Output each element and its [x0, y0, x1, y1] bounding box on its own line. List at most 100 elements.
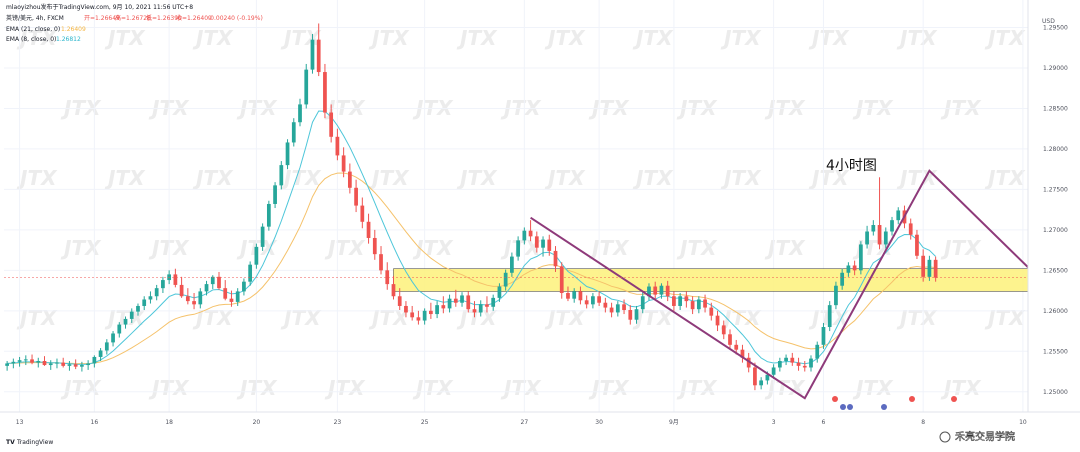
candle[interactable] [291, 118, 296, 147]
candle[interactable] [510, 252, 514, 277]
candle[interactable] [248, 261, 253, 286]
candle[interactable] [890, 216, 894, 236]
candle[interactable] [640, 292, 645, 314]
candle[interactable] [323, 63, 327, 119]
candle[interactable] [796, 357, 801, 371]
candle[interactable] [410, 305, 415, 321]
candle[interactable] [372, 229, 377, 260]
candle[interactable] [104, 339, 109, 355]
candle[interactable] [354, 179, 358, 213]
candle[interactable] [802, 361, 807, 372]
ema21-legend-label[interactable]: EMA (21, close, 0) [6, 26, 60, 33]
candle[interactable] [503, 269, 508, 291]
zigzag-trendline[interactable] [530, 169, 1036, 400]
candle[interactable] [416, 310, 421, 325]
candle[interactable] [154, 284, 159, 301]
candle[interactable] [628, 305, 633, 325]
candle[interactable] [422, 308, 427, 325]
candle[interactable] [391, 276, 396, 300]
candle[interactable] [179, 276, 184, 298]
candle[interactable] [790, 352, 795, 366]
candle[interactable] [17, 356, 22, 367]
candle[interactable] [827, 301, 832, 332]
candle[interactable] [690, 296, 695, 315]
support-resistance-zone[interactable] [393, 268, 1080, 292]
candle[interactable] [534, 231, 539, 253]
candle[interactable] [678, 293, 683, 311]
candle[interactable] [528, 220, 533, 242]
candle[interactable] [111, 331, 115, 347]
candle[interactable] [497, 283, 502, 302]
candle[interactable] [915, 229, 919, 260]
event-flag-icon[interactable] [832, 396, 838, 402]
candle[interactable] [347, 163, 352, 194]
candle[interactable] [173, 268, 178, 288]
candle[interactable] [98, 348, 103, 362]
candle[interactable] [142, 296, 147, 311]
candle[interactable] [61, 357, 66, 368]
candle[interactable] [603, 297, 608, 313]
candle[interactable] [385, 262, 390, 290]
symbol-title[interactable]: 英镑/美元, 4h, FXCM [6, 14, 64, 22]
candle[interactable] [379, 246, 383, 275]
candle[interactable] [273, 182, 277, 209]
candle[interactable] [242, 278, 246, 296]
candle[interactable] [447, 294, 452, 313]
candle[interactable] [809, 355, 813, 372]
candle[interactable] [360, 197, 365, 229]
candle[interactable] [397, 288, 402, 311]
candle[interactable] [210, 275, 215, 289]
candle[interactable] [821, 322, 826, 349]
price-axis-bg[interactable] [1028, 0, 1080, 412]
candle[interactable] [329, 104, 334, 143]
candle[interactable] [647, 283, 651, 301]
candle[interactable] [30, 354, 34, 365]
candle[interactable] [852, 260, 857, 276]
event-flag-icon[interactable] [840, 404, 846, 410]
candle[interactable] [622, 299, 626, 315]
candle[interactable] [266, 200, 271, 231]
event-flag-icon[interactable] [951, 396, 957, 402]
candle[interactable] [254, 243, 259, 269]
candle[interactable] [366, 213, 371, 244]
candle[interactable] [834, 281, 838, 310]
candle[interactable] [665, 280, 670, 302]
candle[interactable] [341, 147, 346, 178]
candle[interactable] [777, 357, 782, 372]
candle[interactable] [491, 294, 496, 311]
candle[interactable] [229, 290, 234, 307]
candle[interactable] [441, 296, 446, 314]
candle[interactable] [815, 341, 820, 363]
price-axis[interactable]: 1.25000 1.25500 1.26000 1.26500 1.27000 1.275… [1043, 25, 1068, 396]
candle[interactable] [759, 377, 764, 390]
candle[interactable] [55, 358, 59, 369]
candle[interactable] [80, 361, 84, 372]
candle[interactable] [572, 288, 577, 303]
candle[interactable] [23, 355, 28, 366]
candle[interactable] [597, 291, 601, 306]
candle[interactable] [840, 268, 845, 290]
candle[interactable] [784, 354, 788, 366]
candle[interactable] [591, 293, 595, 309]
candle[interactable] [298, 98, 302, 127]
candle[interactable] [753, 362, 757, 391]
candle[interactable] [36, 357, 41, 368]
candle[interactable] [746, 352, 751, 373]
candle[interactable] [223, 280, 228, 301]
candle[interactable] [566, 286, 570, 302]
candle[interactable] [5, 361, 9, 371]
candle[interactable] [316, 23, 321, 77]
candle[interactable] [865, 225, 869, 249]
candle[interactable] [908, 218, 913, 240]
candle[interactable] [634, 305, 639, 324]
candle[interactable] [485, 296, 489, 313]
candle[interactable] [522, 227, 527, 245]
candle[interactable] [541, 236, 545, 257]
event-flag-icon[interactable] [909, 396, 915, 402]
candle[interactable] [217, 271, 221, 290]
candle[interactable] [192, 293, 196, 310]
event-markers[interactable] [832, 396, 957, 410]
candle[interactable] [123, 316, 128, 329]
candle[interactable] [578, 286, 583, 305]
candle[interactable] [86, 360, 90, 370]
